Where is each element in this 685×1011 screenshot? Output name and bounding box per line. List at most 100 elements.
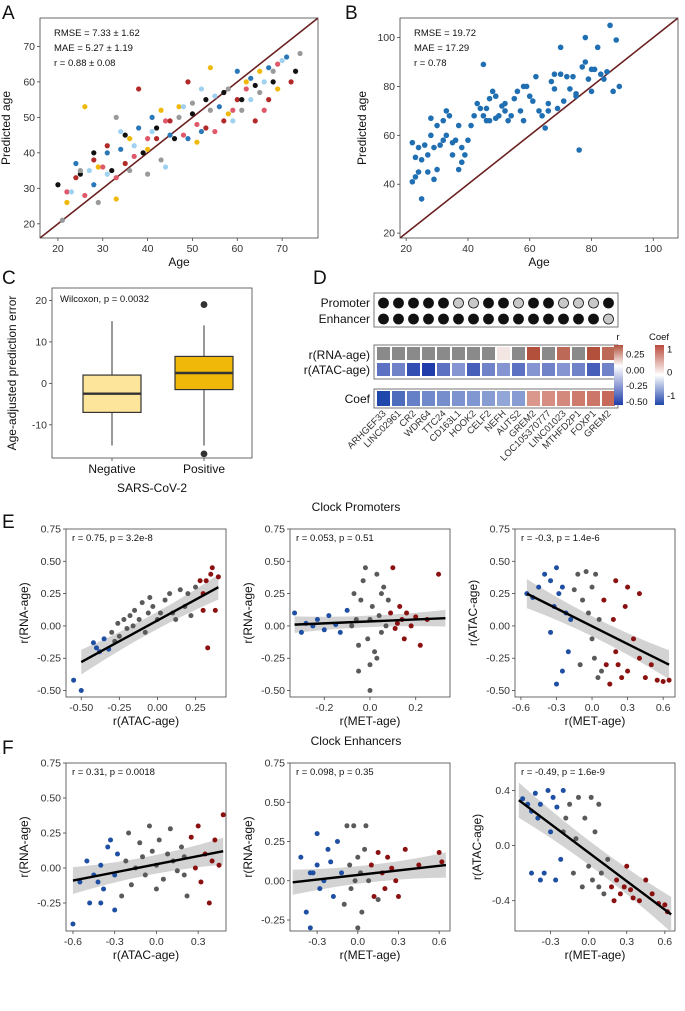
data-point — [468, 122, 474, 129]
rna-cell — [467, 347, 480, 360]
y-tick-label: 20 — [383, 228, 395, 240]
data-point — [225, 111, 231, 117]
data-point — [91, 157, 97, 163]
data-point — [392, 626, 398, 632]
x-tick-label: 0.3 — [391, 936, 406, 948]
data-point — [480, 61, 487, 68]
coef-cell — [422, 391, 435, 406]
x-tick-label: 20 — [400, 243, 412, 255]
data-point — [341, 901, 347, 907]
data-point — [321, 627, 327, 633]
data-point — [176, 104, 182, 110]
enhancer-dot — [408, 313, 419, 325]
data-point — [207, 107, 213, 113]
rna-cell — [392, 347, 405, 360]
y-tick-label: 10 — [35, 336, 47, 348]
data-point — [68, 189, 74, 195]
data-point — [360, 578, 366, 584]
enhancer-dot — [543, 313, 554, 325]
data-point — [248, 75, 254, 81]
data-point — [462, 152, 468, 158]
data-point — [564, 73, 570, 80]
data-point — [389, 865, 395, 871]
data-point — [121, 616, 127, 622]
data-point — [356, 668, 362, 674]
panel-f1-scatter: -0.6 -0.3 0.0 0.3 -0.25 0.00 0.25 0.50 0.75 r(ATA… — [17, 758, 227, 962]
data-point — [185, 591, 191, 597]
y-tick-label: 0.50 — [265, 556, 286, 568]
y-tick-label: 100 — [377, 32, 395, 44]
x-axis-label: r(MET-age) — [340, 714, 401, 728]
legend-r-tick: -0.50 — [626, 397, 648, 408]
data-point — [570, 870, 576, 876]
data-point — [492, 93, 499, 100]
y-tick-label: 80 — [383, 81, 395, 93]
rna-cell — [587, 347, 600, 360]
data-point — [582, 34, 589, 41]
x-axis-label: r(MET-age) — [340, 948, 401, 962]
data-point — [145, 171, 151, 177]
x-axis-label: Age — [528, 255, 550, 269]
data-point — [212, 93, 218, 99]
data-point — [130, 623, 136, 629]
data-point — [592, 829, 598, 835]
data-point — [118, 128, 124, 135]
data-point — [355, 854, 361, 860]
panel-f2-scatter: -0.3 0.0 0.3 0.6 -0.25 0.00 0.25 0.50 0.75 r(MET-… — [241, 758, 451, 962]
data-point — [563, 815, 569, 821]
data-point — [160, 876, 166, 882]
data-point — [184, 893, 190, 899]
promoter-dot — [483, 297, 494, 309]
data-point — [349, 623, 355, 629]
x-tick-label: 0.0 — [149, 936, 164, 948]
y-axis-label: r(ATAC-age) — [466, 580, 480, 646]
section-title-f: Clock Enhancers — [311, 734, 402, 748]
data-point — [582, 59, 589, 65]
data-point — [431, 176, 437, 183]
plot-area — [40, 18, 318, 238]
data-point — [417, 642, 423, 648]
data-point — [662, 902, 668, 908]
data-point — [604, 68, 610, 75]
data-point — [477, 105, 484, 112]
data-point — [261, 79, 267, 85]
data-point — [615, 662, 621, 668]
y-axis-label: r(RNA-age) — [17, 582, 31, 643]
panel-c-boxplot: -10 0 10 20 Age-adjusted prediction error SAR… — [5, 287, 253, 495]
data-point — [625, 584, 631, 590]
coef-cell — [512, 391, 525, 406]
data-point — [220, 812, 226, 818]
data-point — [243, 79, 249, 85]
y-tick-label: 0.25 — [265, 588, 286, 600]
data-point — [624, 863, 630, 869]
rna-cell — [377, 347, 390, 360]
data-point — [208, 571, 214, 577]
data-point — [248, 97, 254, 103]
data-point — [412, 174, 419, 180]
data-point — [374, 571, 380, 577]
legend-coef-tick: 0 — [667, 368, 672, 379]
data-point — [553, 565, 559, 571]
data-point — [188, 834, 194, 840]
data-point — [557, 44, 564, 51]
x-tick-label: 60 — [231, 243, 243, 255]
data-point — [108, 837, 114, 843]
rna-cell — [542, 347, 555, 360]
data-point — [239, 97, 245, 103]
data-point — [326, 613, 332, 619]
x-category-label: Positive — [183, 462, 225, 476]
data-point — [140, 854, 146, 860]
data-point — [119, 893, 125, 899]
data-point — [203, 125, 209, 131]
stat-annotation: Wilcoxon, p = 0.0032 — [60, 294, 149, 305]
y-tick-label: 40 — [23, 147, 35, 159]
data-point — [443, 108, 450, 114]
data-point — [339, 870, 345, 876]
x-tick-label: -0.25 — [107, 702, 131, 714]
panel-f3-scatter: -0.3 0.0 0.3 0.6 -0.4 0.0 0.4 r(MET-age) r(ATAC-… — [470, 762, 676, 962]
data-point — [486, 95, 493, 102]
data-point — [59, 217, 66, 223]
data-point — [654, 677, 660, 683]
data-point — [605, 856, 611, 862]
data-point — [440, 137, 447, 144]
